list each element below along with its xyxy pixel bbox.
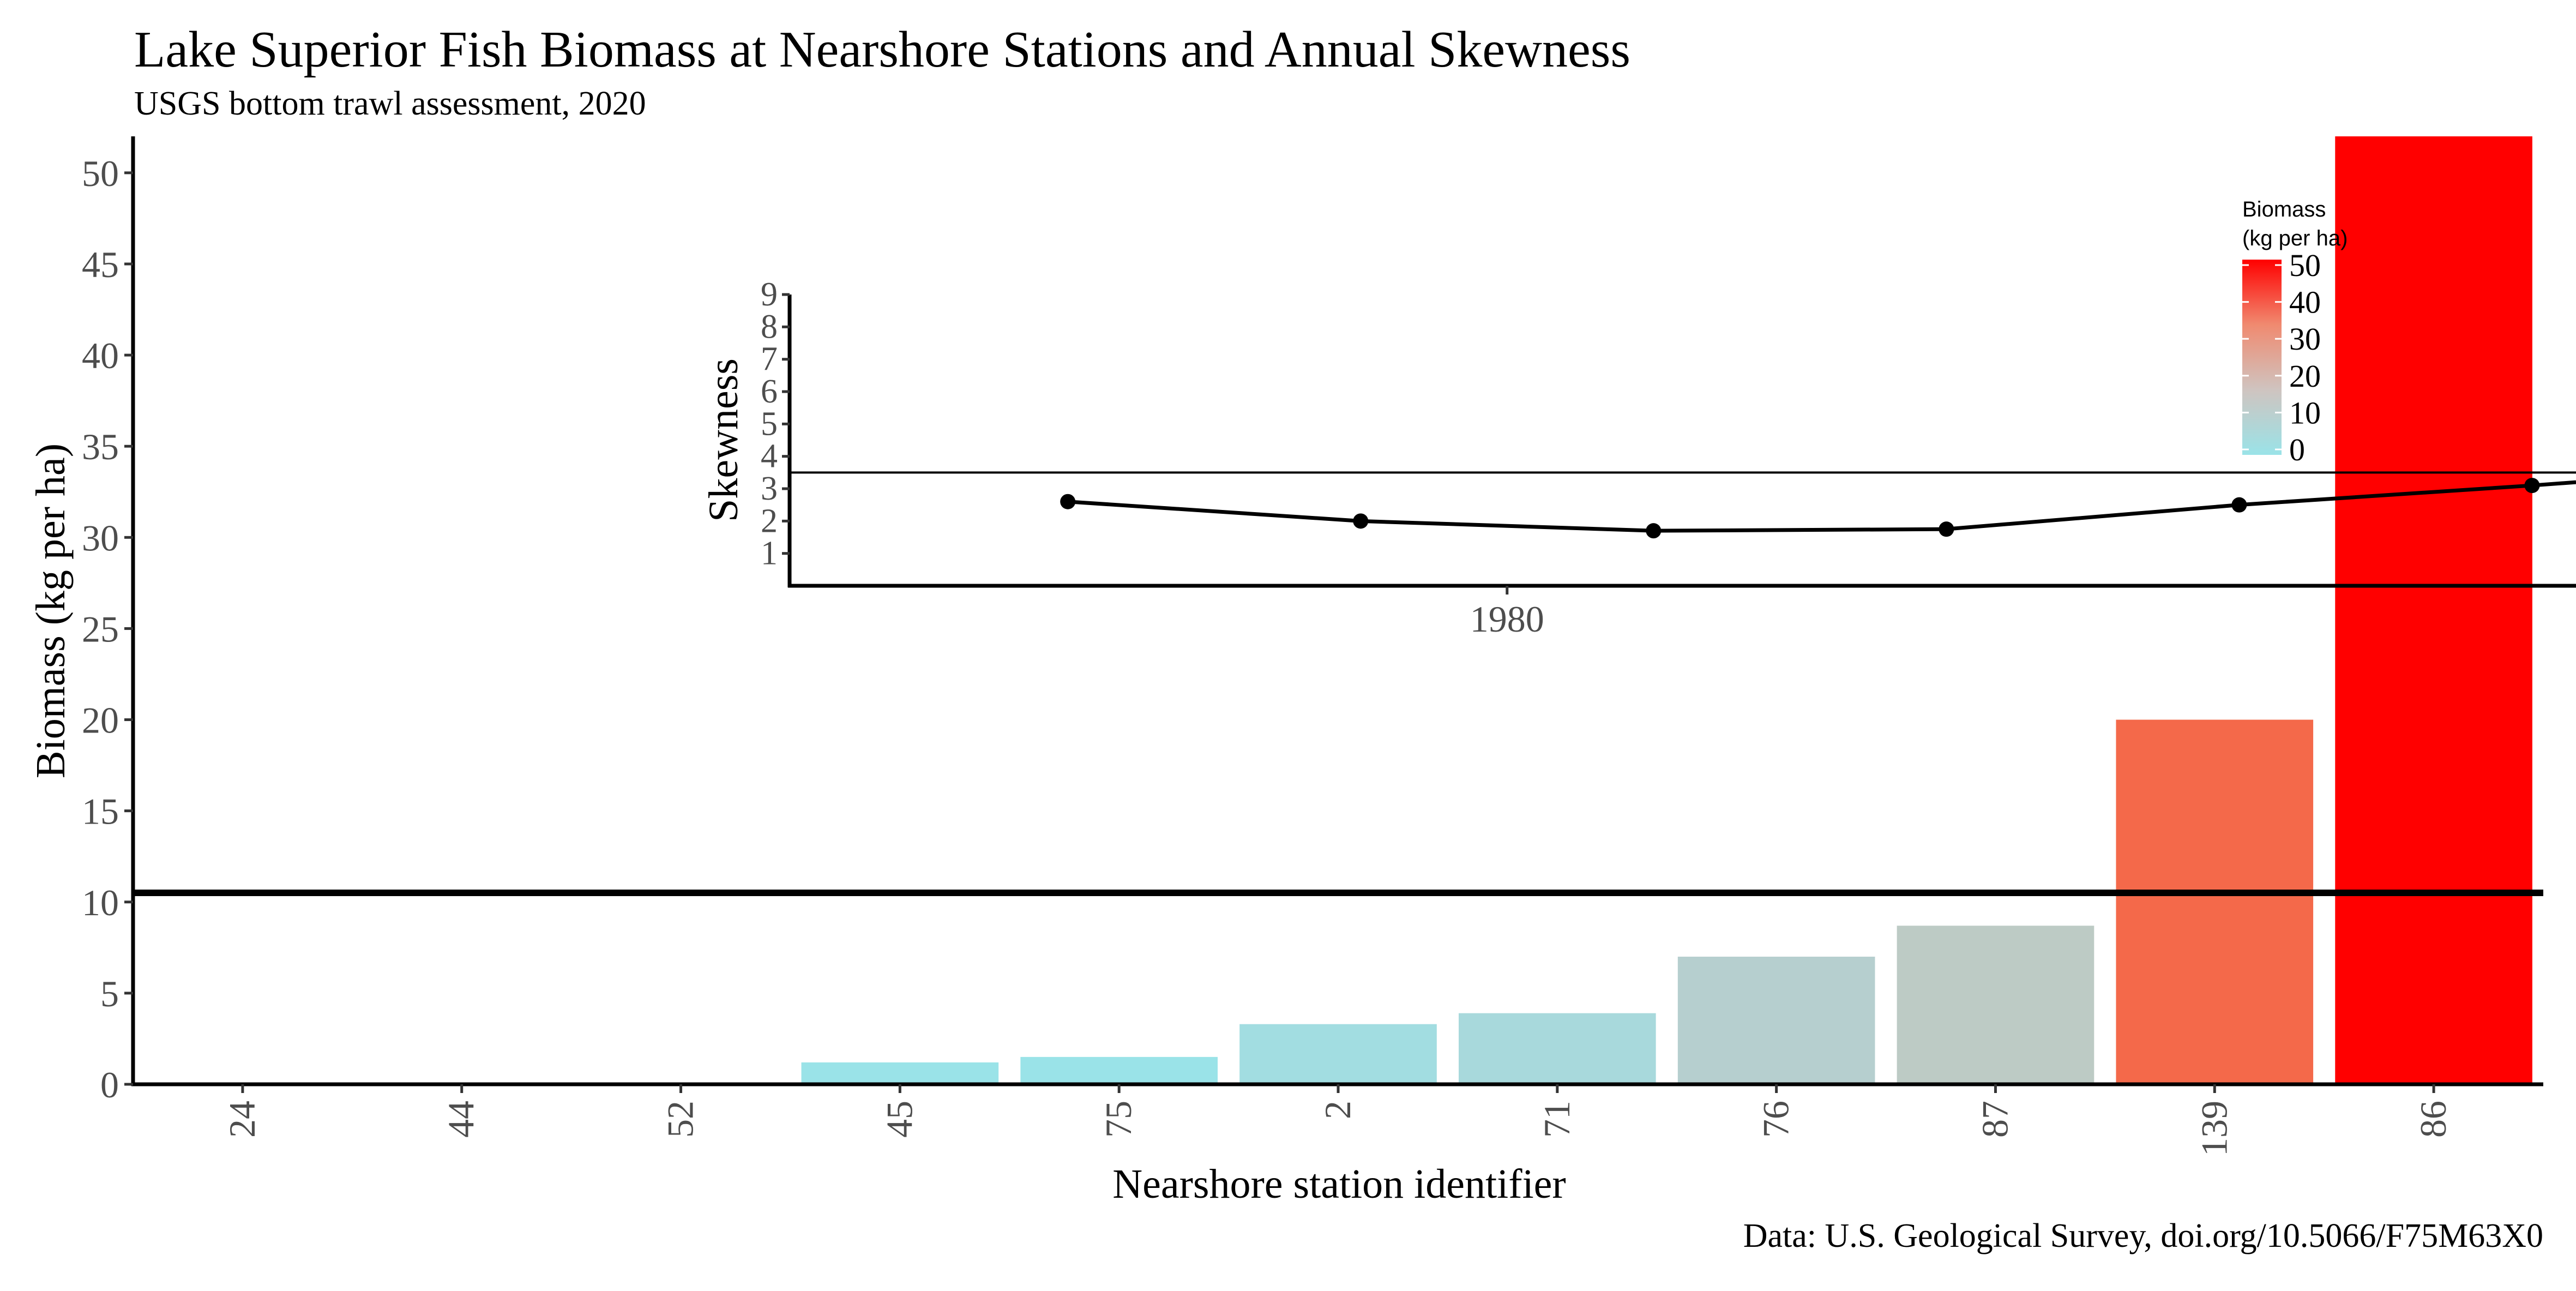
inset-y-tick-label: 9 — [761, 276, 778, 313]
inset-y-tick-label: 2 — [761, 502, 778, 539]
y-tick-label: 20 — [82, 700, 119, 741]
inset-y-tick-label: 6 — [761, 373, 778, 410]
legend-tick-label: 40 — [2289, 285, 2321, 320]
legend-tick-label: 10 — [2289, 395, 2321, 430]
skewness-point — [1646, 523, 1662, 539]
x-tick-label: 139 — [2193, 1101, 2235, 1156]
x-tick-label: 87 — [1974, 1101, 2015, 1138]
legend-tick-label: 30 — [2289, 321, 2321, 357]
bar-station-45 — [801, 1062, 999, 1084]
y-axis-title: Biomass (kg per ha) — [28, 443, 74, 778]
y-tick-label: 5 — [100, 973, 119, 1014]
y-tick-label: 0 — [100, 1064, 119, 1106]
bar-station-87 — [1897, 926, 2094, 1084]
bar-station-86 — [2335, 136, 2532, 1084]
inset-y-tick-label: 3 — [761, 470, 778, 507]
x-tick-label: 2 — [1317, 1101, 1358, 1119]
x-tick-label: 52 — [660, 1101, 701, 1138]
x-tick-label: 71 — [1536, 1101, 1578, 1138]
chart-subtitle: USGS bottom trawl assessment, 2020 — [134, 85, 646, 122]
x-tick-label: 76 — [1755, 1101, 1797, 1138]
bar-station-76 — [1677, 957, 1875, 1084]
inset-y-tick-label: 1 — [761, 535, 778, 572]
inset-y-axis-title: Skewness — [701, 358, 747, 522]
bars-layer — [801, 136, 2532, 1084]
skewness-points — [1060, 478, 2540, 539]
y-tick-label: 30 — [82, 517, 119, 559]
skewness-point — [1353, 513, 1369, 529]
skewness-point — [1060, 494, 1076, 509]
inset-y-tick-label: 4 — [761, 438, 778, 475]
y-tick-label: 40 — [82, 335, 119, 376]
y-tick-label: 15 — [82, 791, 119, 832]
x-tick-label: 44 — [441, 1101, 482, 1138]
inset-x-tick-label: 1980 — [1470, 598, 1544, 640]
legend-title-line2: (kg per ha) — [2242, 226, 2348, 250]
chart-title: Lake Superior Fish Biomass at Nearshore … — [134, 21, 1630, 78]
legend-color-bar — [2242, 260, 2282, 455]
y-tick-label: 35 — [82, 426, 119, 467]
y-tick-label: 25 — [82, 608, 119, 650]
bar-station-71 — [1459, 1013, 1656, 1084]
x-axis-title: Nearshore station identifier — [1112, 1161, 1566, 1207]
legend-tick-label: 20 — [2289, 358, 2321, 394]
x-tick-label: 24 — [221, 1101, 263, 1138]
inset-y-tick-label: 7 — [761, 341, 778, 378]
legend-tick-label: 0 — [2289, 432, 2305, 467]
x-tick-label: 45 — [878, 1101, 920, 1138]
inset-y-tick-label: 5 — [761, 405, 778, 442]
y-tick-label: 45 — [82, 244, 119, 285]
bar-station-2 — [1239, 1024, 1437, 1084]
legend-tick-label: 50 — [2289, 248, 2321, 283]
bar-station-139 — [2116, 719, 2314, 1084]
x-tick-label: 75 — [1098, 1101, 1139, 1138]
skewness-point — [1939, 521, 1954, 537]
bar-station-75 — [1020, 1056, 1218, 1084]
legend-title-line1: Biomass — [2242, 197, 2326, 221]
chart-caption: Data: U.S. Geological Survey, doi.org/10… — [1743, 1217, 2543, 1254]
skewness-point — [2524, 478, 2540, 494]
skewness-point — [2231, 497, 2247, 513]
y-tick-label: 10 — [82, 882, 119, 923]
x-tick-label: 86 — [2412, 1101, 2454, 1138]
inset-y-tick-label: 8 — [761, 308, 778, 345]
y-tick-label: 50 — [82, 153, 119, 194]
